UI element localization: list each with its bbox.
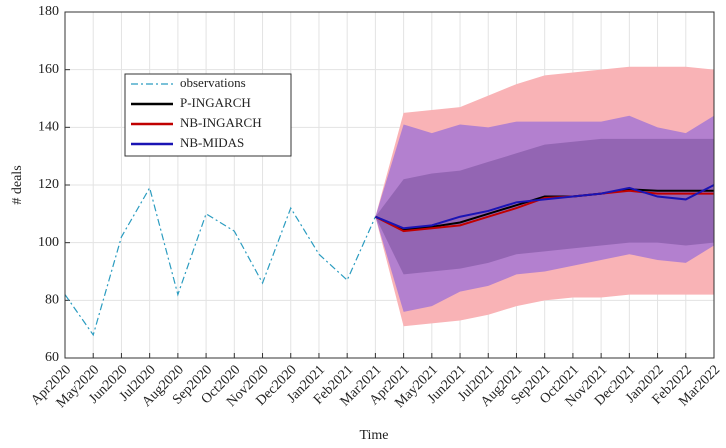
x-axis-label: Time bbox=[359, 428, 388, 443]
legend-label: P-INGARCH bbox=[180, 95, 251, 110]
legend-box bbox=[124, 73, 292, 157]
legend-label: NB-INGARCH bbox=[180, 115, 262, 130]
y-tick-label: 60 bbox=[45, 350, 59, 365]
y-axis-label: # deals bbox=[10, 165, 25, 204]
plot-frame bbox=[64, 11, 715, 359]
series-line bbox=[374, 188, 714, 231]
y-tick-label: 140 bbox=[38, 120, 59, 135]
interval-band bbox=[375, 138, 714, 275]
y-tick-label: 100 bbox=[38, 235, 59, 250]
y-tick-label: 160 bbox=[38, 62, 59, 77]
y-tick-label: 80 bbox=[45, 293, 59, 308]
legend-label: observations bbox=[180, 75, 246, 90]
series-line bbox=[374, 189, 714, 233]
series-line bbox=[64, 186, 376, 337]
legend-label: NB-MIDAS bbox=[180, 135, 244, 150]
y-tick-label: 180 bbox=[38, 4, 59, 19]
legend: observations P-INGARCH NB-INGARCH NB-MIDAS bbox=[124, 73, 292, 157]
series-line bbox=[375, 184, 715, 230]
y-tick-label: 120 bbox=[38, 177, 59, 192]
